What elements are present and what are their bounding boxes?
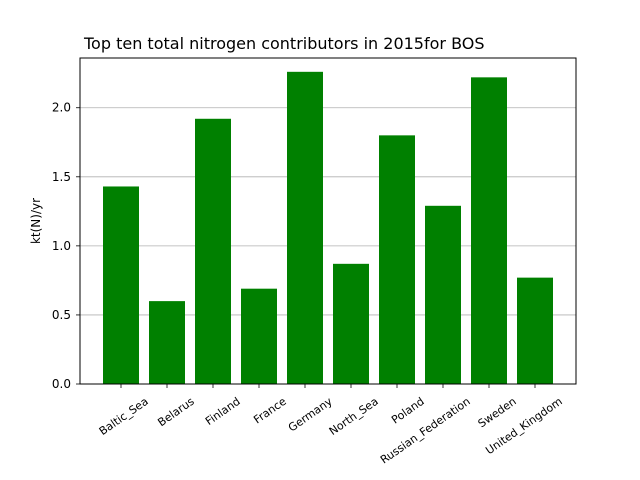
x-tick-label: North_Sea	[327, 395, 381, 438]
x-tick-label: Poland	[389, 395, 427, 427]
bar-germany	[287, 71, 323, 384]
bar-finland	[195, 118, 231, 384]
chart-title: Top ten total nitrogen contributors in 2…	[83, 34, 485, 53]
x-tick-label: Belarus	[155, 395, 197, 430]
x-axis: Baltic_Sea Belarus Finland FranceGermanyNor…	[97, 384, 565, 467]
plot-frame	[79, 57, 577, 385]
y-tick-label: 0.0	[52, 377, 71, 391]
x-tick-label: France	[251, 395, 289, 427]
x-tick-label: Baltic_Sea	[97, 395, 151, 438]
y-axis-label: kt(N)/yr	[29, 198, 43, 244]
y-tick-label: 2.0	[52, 101, 71, 115]
x-tick-label: United_Kingdom	[483, 395, 564, 457]
bar-russian-federation	[425, 205, 461, 384]
bar-france	[241, 288, 277, 384]
y-tick-label: 1.0	[52, 239, 71, 253]
bar-north-sea	[333, 263, 369, 384]
bar-sweden	[471, 77, 507, 384]
y-tick-label: 1.5	[52, 170, 71, 184]
y-axis: 0.0 0.5 1.0 1.5 2.0	[52, 101, 80, 391]
bar-belarus	[149, 301, 185, 384]
bar-poland	[379, 135, 415, 384]
x-tick-label: Sweden	[476, 395, 519, 431]
bar-united-kingdom	[517, 277, 553, 384]
y-tick-label: 0.5	[52, 308, 71, 322]
bars	[103, 71, 553, 384]
bar-baltic-sea	[103, 186, 139, 384]
x-tick-label: Finland	[203, 395, 243, 428]
